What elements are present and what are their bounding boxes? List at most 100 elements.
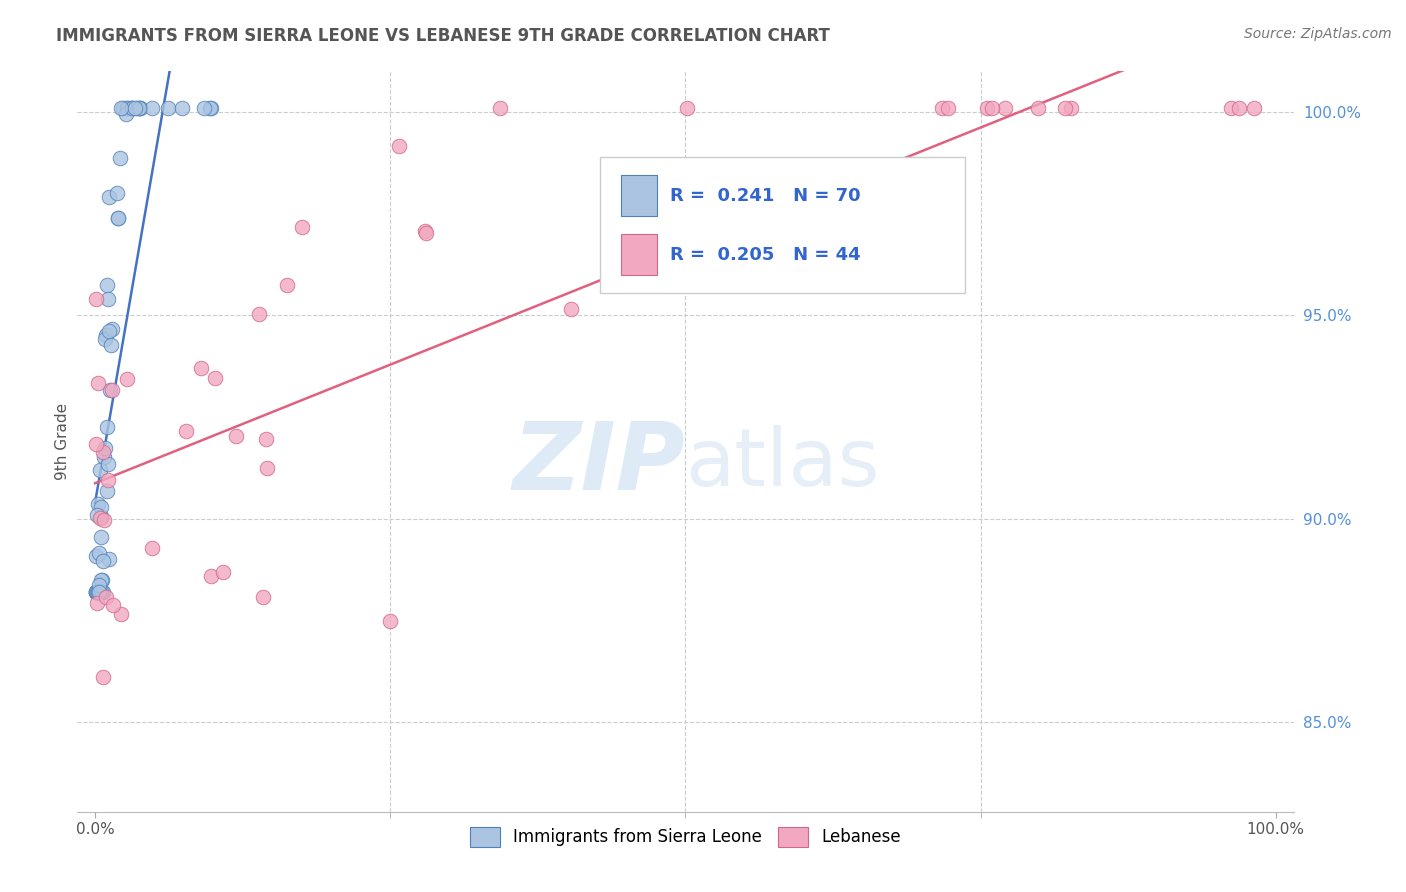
Point <box>1060 101 1083 115</box>
Point <box>141 101 163 115</box>
Point <box>89 585 111 599</box>
Point <box>110 607 132 621</box>
Text: R =  0.205   N = 44: R = 0.205 N = 44 <box>669 246 860 264</box>
Point <box>89 578 111 592</box>
Point <box>90 573 112 587</box>
Point <box>415 226 437 240</box>
Point <box>170 101 193 115</box>
Point <box>94 327 117 342</box>
Point <box>198 101 221 115</box>
Point <box>107 211 129 225</box>
Point <box>110 152 132 166</box>
Point <box>87 585 110 599</box>
Text: R =  0.241   N = 70: R = 0.241 N = 70 <box>669 186 860 205</box>
Point <box>387 139 409 153</box>
Point <box>252 590 274 604</box>
Point <box>276 277 298 292</box>
Point <box>291 220 314 235</box>
Point <box>129 101 152 115</box>
Point <box>89 585 111 599</box>
Point <box>84 585 107 599</box>
Text: IMMIGRANTS FROM SIERRA LEONE VS LEBANESE 9TH GRADE CORRELATION CHART: IMMIGRANTS FROM SIERRA LEONE VS LEBANESE… <box>56 27 830 45</box>
Point <box>84 437 107 451</box>
Point <box>120 101 142 115</box>
Point <box>97 190 120 204</box>
Point <box>86 585 108 599</box>
Point <box>90 585 112 599</box>
Point <box>100 383 122 397</box>
Point <box>90 509 112 524</box>
Point <box>200 101 222 115</box>
Point <box>115 101 138 115</box>
Point <box>107 186 129 200</box>
Point <box>87 546 110 560</box>
Point <box>174 424 197 438</box>
Point <box>115 101 138 115</box>
Point <box>1227 101 1250 115</box>
Point <box>112 101 135 115</box>
Point <box>96 420 118 434</box>
Point <box>91 554 114 568</box>
Point <box>200 569 222 583</box>
Point <box>380 614 402 628</box>
Point <box>97 473 120 487</box>
Point <box>91 573 114 587</box>
Point <box>91 444 114 458</box>
Bar <box>621 175 658 216</box>
Point <box>90 500 112 514</box>
Point <box>90 585 112 599</box>
Point <box>976 101 998 115</box>
Point <box>84 585 107 599</box>
Point <box>141 541 163 556</box>
Point <box>1053 101 1076 115</box>
Point <box>413 224 436 238</box>
Point <box>91 669 114 683</box>
Point <box>96 278 118 293</box>
Point <box>936 101 959 115</box>
Point <box>100 337 122 351</box>
Point <box>97 457 120 471</box>
Point <box>90 510 112 524</box>
Point <box>204 371 226 385</box>
Point <box>980 101 1002 115</box>
Text: atlas: atlas <box>686 425 880 503</box>
Point <box>84 585 107 599</box>
Point <box>86 585 108 599</box>
Point <box>193 101 215 115</box>
Point <box>121 101 143 115</box>
Point <box>190 361 212 376</box>
Point <box>676 101 699 115</box>
Legend: Immigrants from Sierra Leone, Lebanese: Immigrants from Sierra Leone, Lebanese <box>461 818 910 855</box>
Point <box>254 432 277 446</box>
FancyBboxPatch shape <box>600 156 965 293</box>
Bar <box>621 235 658 275</box>
Point <box>101 598 124 612</box>
Point <box>125 101 148 115</box>
Point <box>97 293 120 307</box>
Point <box>86 585 108 599</box>
Point <box>89 585 111 599</box>
Point <box>128 101 150 115</box>
Point <box>115 371 138 385</box>
Point <box>256 461 278 475</box>
Point <box>931 101 953 115</box>
Point <box>1026 101 1049 115</box>
Point <box>89 585 111 599</box>
Point <box>86 508 108 522</box>
Point <box>110 101 132 115</box>
Point <box>94 332 117 346</box>
Point <box>91 585 114 599</box>
Point <box>124 101 146 115</box>
Point <box>96 484 118 499</box>
Point <box>93 513 115 527</box>
Point <box>86 585 108 599</box>
Point <box>94 441 117 455</box>
Point <box>84 549 107 563</box>
Text: ZIP: ZIP <box>513 417 686 509</box>
Point <box>98 324 121 338</box>
Point <box>91 585 114 599</box>
Y-axis label: 9th Grade: 9th Grade <box>55 403 70 480</box>
Point <box>89 585 111 599</box>
Point <box>89 463 111 477</box>
Point <box>98 552 121 566</box>
